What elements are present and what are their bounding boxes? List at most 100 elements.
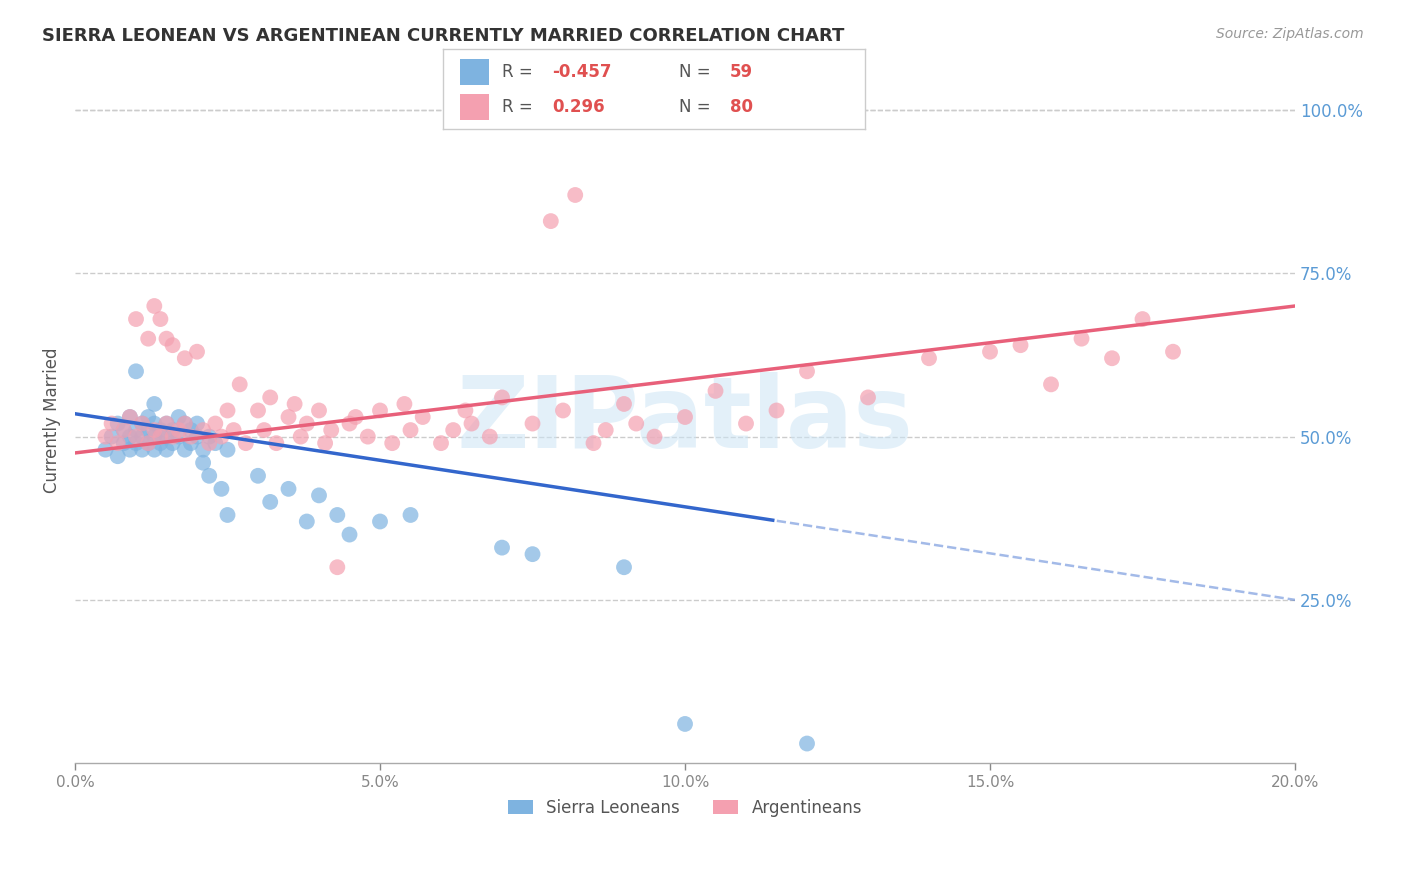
Point bbox=[173, 417, 195, 431]
Point bbox=[94, 429, 117, 443]
Point bbox=[704, 384, 727, 398]
Point bbox=[125, 429, 148, 443]
Point bbox=[259, 391, 281, 405]
Point bbox=[100, 417, 122, 431]
Point bbox=[143, 417, 166, 431]
Point bbox=[441, 423, 464, 437]
Point bbox=[125, 364, 148, 378]
Point bbox=[167, 429, 190, 443]
Point bbox=[253, 423, 276, 437]
Point bbox=[209, 482, 232, 496]
Point bbox=[326, 508, 349, 522]
Point bbox=[339, 527, 361, 541]
Text: N =: N = bbox=[679, 98, 716, 116]
Point bbox=[143, 429, 166, 443]
Point bbox=[173, 442, 195, 457]
Point bbox=[118, 410, 141, 425]
Text: R =: R = bbox=[502, 62, 538, 80]
Point bbox=[247, 403, 270, 417]
Point bbox=[155, 442, 177, 457]
Point bbox=[308, 488, 330, 502]
Point bbox=[491, 391, 513, 405]
Point bbox=[357, 429, 380, 443]
Text: ZIPatlas: ZIPatlas bbox=[457, 372, 914, 469]
Y-axis label: Currently Married: Currently Married bbox=[44, 348, 60, 493]
Point bbox=[217, 508, 239, 522]
Point bbox=[277, 482, 299, 496]
Point bbox=[308, 403, 330, 417]
Point bbox=[131, 417, 153, 431]
Point bbox=[204, 417, 226, 431]
Point bbox=[796, 364, 818, 378]
Point bbox=[1070, 332, 1092, 346]
Point bbox=[155, 429, 177, 443]
Point bbox=[125, 423, 148, 437]
Point bbox=[613, 397, 636, 411]
Point bbox=[155, 332, 177, 346]
Point bbox=[191, 442, 214, 457]
Point bbox=[613, 560, 636, 574]
Point bbox=[162, 338, 184, 352]
Point bbox=[136, 410, 159, 425]
Point bbox=[765, 403, 787, 417]
Point bbox=[222, 423, 245, 437]
Point bbox=[1161, 344, 1184, 359]
Point bbox=[217, 442, 239, 457]
Point bbox=[284, 397, 307, 411]
Point bbox=[624, 417, 647, 431]
Text: R =: R = bbox=[502, 98, 543, 116]
Point bbox=[1010, 338, 1032, 352]
Point bbox=[326, 560, 349, 574]
Point bbox=[735, 417, 758, 431]
Point bbox=[107, 449, 129, 463]
Point bbox=[198, 429, 221, 443]
Point bbox=[155, 417, 177, 431]
Point bbox=[454, 403, 477, 417]
Text: Source: ZipAtlas.com: Source: ZipAtlas.com bbox=[1216, 27, 1364, 41]
Text: 59: 59 bbox=[730, 62, 752, 80]
Point bbox=[247, 468, 270, 483]
Point bbox=[394, 397, 416, 411]
Legend: Sierra Leoneans, Argentineans: Sierra Leoneans, Argentineans bbox=[501, 792, 869, 823]
Point bbox=[131, 442, 153, 457]
Point bbox=[198, 436, 221, 450]
Point bbox=[430, 436, 453, 450]
Point bbox=[136, 436, 159, 450]
Point bbox=[217, 403, 239, 417]
Point bbox=[131, 429, 153, 443]
Point bbox=[918, 351, 941, 366]
Point bbox=[979, 344, 1001, 359]
Point bbox=[143, 442, 166, 457]
Point bbox=[399, 508, 422, 522]
Point bbox=[94, 442, 117, 457]
Point bbox=[118, 410, 141, 425]
Point bbox=[131, 417, 153, 431]
Point bbox=[162, 423, 184, 437]
Point bbox=[136, 332, 159, 346]
Point bbox=[491, 541, 513, 555]
Point bbox=[167, 423, 190, 437]
Point bbox=[118, 442, 141, 457]
Point bbox=[191, 456, 214, 470]
Point bbox=[582, 436, 605, 450]
Point bbox=[107, 417, 129, 431]
Point bbox=[673, 717, 696, 731]
Point bbox=[290, 429, 312, 443]
Text: N =: N = bbox=[679, 62, 716, 80]
Point bbox=[107, 436, 129, 450]
Point bbox=[136, 436, 159, 450]
Point bbox=[295, 417, 318, 431]
Point bbox=[143, 397, 166, 411]
Point bbox=[259, 495, 281, 509]
Point bbox=[173, 351, 195, 366]
Text: SIERRA LEONEAN VS ARGENTINEAN CURRENTLY MARRIED CORRELATION CHART: SIERRA LEONEAN VS ARGENTINEAN CURRENTLY … bbox=[42, 27, 845, 45]
Point bbox=[644, 429, 666, 443]
Point bbox=[112, 436, 135, 450]
Point bbox=[149, 312, 172, 326]
Point bbox=[186, 344, 208, 359]
Point bbox=[460, 417, 482, 431]
Point bbox=[204, 436, 226, 450]
Point bbox=[595, 423, 617, 437]
Point bbox=[186, 429, 208, 443]
Point bbox=[412, 410, 434, 425]
